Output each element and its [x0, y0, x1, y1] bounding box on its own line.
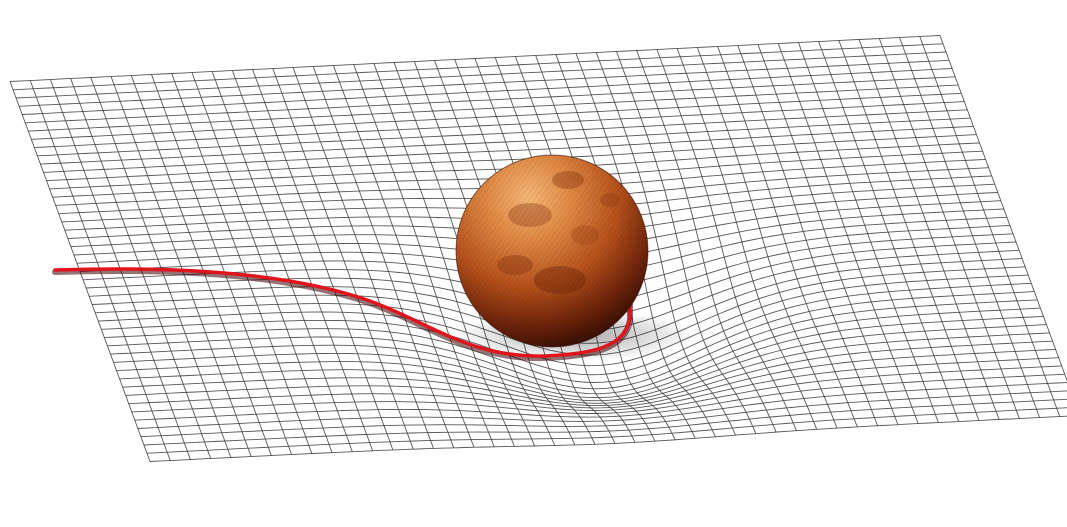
grid-line: [101, 282, 1032, 376]
grid-line: [149, 415, 1067, 462]
grid-line: [140, 390, 1067, 438]
warped-spacetime-grid: [9, 35, 1067, 462]
grid-line: [122, 340, 1053, 407]
grid-line: [777, 43, 919, 424]
grid-line: [292, 67, 434, 449]
grid-line: [104, 291, 1035, 383]
grid-line: [119, 332, 1050, 404]
grid-line: [146, 407, 1067, 454]
grid-line: [899, 37, 1041, 418]
grid-line: [939, 35, 1067, 382]
grid-line: [636, 50, 777, 433]
grid-line: [272, 68, 414, 450]
curved-trajectory: [53, 267, 632, 358]
grid-line: [128, 357, 1059, 411]
grid-line: [143, 398, 1067, 446]
grid-line: [838, 40, 980, 421]
grid-line: [595, 52, 737, 436]
grid-line: [757, 44, 899, 425]
grid-line: [616, 51, 757, 434]
grid-line: [575, 53, 716, 437]
grid-line: [737, 45, 879, 426]
grid-line: [98, 274, 1029, 367]
grid-line: [125, 348, 1056, 409]
grid-line: [919, 36, 1061, 417]
grid-line: [116, 324, 1047, 402]
grid-line: [131, 365, 1062, 414]
grid-line: [717, 46, 858, 428]
trajectory-shadow: [52, 267, 633, 362]
grid-line: [676, 48, 818, 430]
grid-line: [878, 38, 1020, 419]
grid-line: [252, 69, 394, 451]
grid-line: [134, 373, 1065, 421]
grid-line: [110, 307, 1041, 395]
grid-line: [656, 49, 797, 431]
planet-sphere: [455, 154, 649, 348]
grid-line: [858, 39, 1000, 420]
grid-line: [818, 41, 960, 422]
grid-line: [798, 42, 939, 423]
grid-line: [137, 382, 1067, 429]
grid-line: [696, 47, 838, 429]
grid-line: [107, 299, 1038, 390]
grid-line: [113, 315, 1044, 399]
